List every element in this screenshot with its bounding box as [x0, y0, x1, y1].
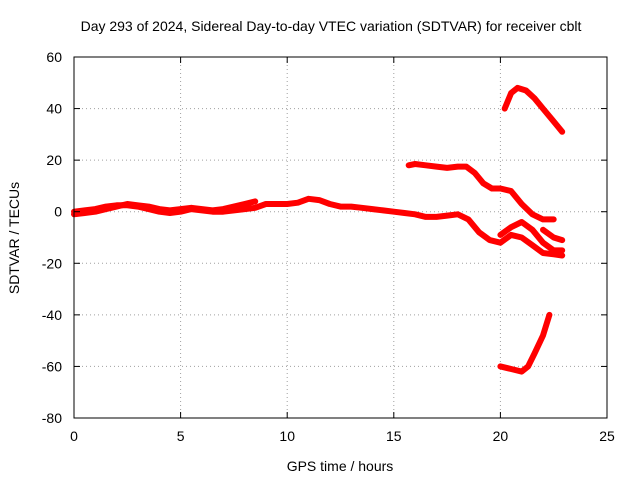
x-tick-label: 0 [70, 428, 78, 444]
y-tick-label: -40 [42, 307, 62, 323]
chart-title: Day 293 of 2024, Sidereal Day-to-day VTE… [81, 18, 582, 34]
y-tick-label: -60 [42, 358, 62, 374]
series-group [71, 84, 566, 375]
y-tick-label: -20 [42, 255, 62, 271]
ticks: 0 5 10 15 20 25 -80 -60 -40 -20 0 20 40 60 [42, 49, 615, 444]
x-tick-label: 25 [599, 428, 615, 444]
x-tick-label: 10 [279, 428, 295, 444]
y-tick-label: 40 [46, 101, 62, 117]
y-axis-label: SDTVAR / TECUs [6, 182, 22, 294]
x-tick-label: 20 [493, 428, 509, 444]
series-line-track-f [501, 84, 566, 135]
series-line-track-e [540, 226, 566, 244]
series-line-track-b [71, 198, 259, 218]
series-line-track-g [497, 311, 553, 375]
plot-frame [73, 56, 608, 419]
y-tick-label: 20 [46, 152, 62, 168]
y-tick-label: 60 [46, 49, 62, 65]
x-axis-label: GPS time / hours [287, 458, 394, 474]
x-tick-label: 15 [386, 428, 402, 444]
x-tick-label: 5 [177, 428, 185, 444]
series-line-track-c [497, 219, 566, 254]
y-tick-label: 0 [54, 204, 62, 220]
series-line-track-d [405, 161, 557, 223]
y-tick-label: -80 [42, 410, 62, 426]
